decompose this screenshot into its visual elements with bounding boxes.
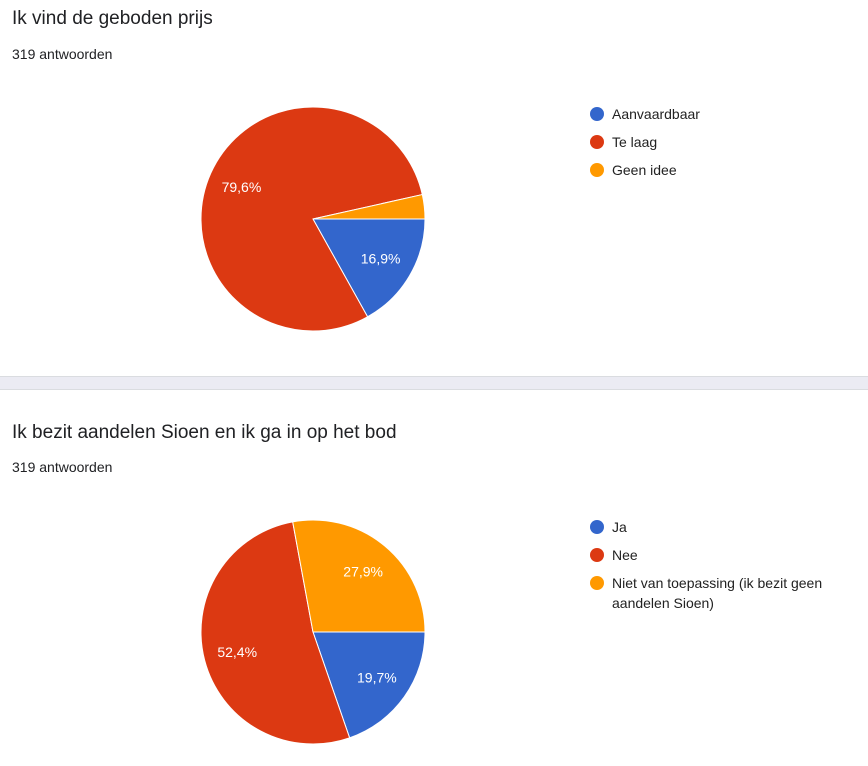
- legend-label: Ja: [612, 519, 627, 535]
- legend-swatch-icon: [590, 548, 604, 562]
- pie-slice[interactable]: [312, 631, 426, 739]
- legend: Ja Nee Niet van toepassing (ik bezit geen …: [590, 517, 860, 621]
- pie-slice[interactable]: [200, 106, 423, 332]
- slice-label: 19,7%: [357, 669, 397, 685]
- slice-label: 52,4%: [217, 644, 257, 660]
- response-count: 319 antwoorden: [12, 459, 113, 475]
- slice-label: 79,6%: [222, 179, 262, 195]
- legend-swatch-icon: [590, 135, 604, 149]
- slice-label: 16,9%: [361, 251, 401, 267]
- legend-swatch-icon: [590, 163, 604, 177]
- legend-item[interactable]: Niet van toepassing (ik bezit geen aande…: [590, 573, 860, 613]
- chart-card-1: Ik vind de geboden prijs 319 antwoorden …: [0, 0, 868, 376]
- pie-slice[interactable]: [312, 193, 426, 220]
- legend-label: Niet van toepassing (ik bezit geen aande…: [612, 575, 823, 611]
- legend-item[interactable]: Geen idee: [590, 160, 860, 180]
- legend: Aanvaardbaar Te laag Geen idee: [590, 104, 860, 188]
- legend-label: Nee: [612, 547, 638, 563]
- legend-item[interactable]: Te laag: [590, 132, 860, 152]
- response-count: 319 antwoorden: [12, 46, 113, 62]
- legend-item[interactable]: Ja: [590, 517, 860, 537]
- pie-slice[interactable]: [292, 519, 426, 633]
- chart-card-2: Ik bezit aandelen Sioen en ik ga in op h…: [0, 390, 868, 766]
- pie-chart: 16,9% 79,6%: [200, 106, 426, 332]
- legend-swatch-icon: [590, 107, 604, 121]
- chart-title: Ik bezit aandelen Sioen en ik ga in op h…: [12, 422, 397, 443]
- pie-chart: 19,7% 52,4% 27,9%: [200, 519, 426, 745]
- legend-label: Te laag: [612, 134, 658, 150]
- section-divider: [0, 376, 868, 390]
- pie-slice[interactable]: [312, 218, 426, 318]
- legend-label: Geen idee: [612, 162, 677, 178]
- legend-swatch-icon: [590, 576, 604, 590]
- legend-label: Aanvaardbaar: [612, 106, 700, 122]
- chart-title: Ik vind de geboden prijs: [12, 8, 213, 29]
- slice-label: 27,9%: [343, 564, 383, 580]
- legend-item[interactable]: Aanvaardbaar: [590, 104, 860, 124]
- pie-slice[interactable]: [200, 521, 351, 745]
- legend-swatch-icon: [590, 520, 604, 534]
- legend-item[interactable]: Nee: [590, 545, 860, 565]
